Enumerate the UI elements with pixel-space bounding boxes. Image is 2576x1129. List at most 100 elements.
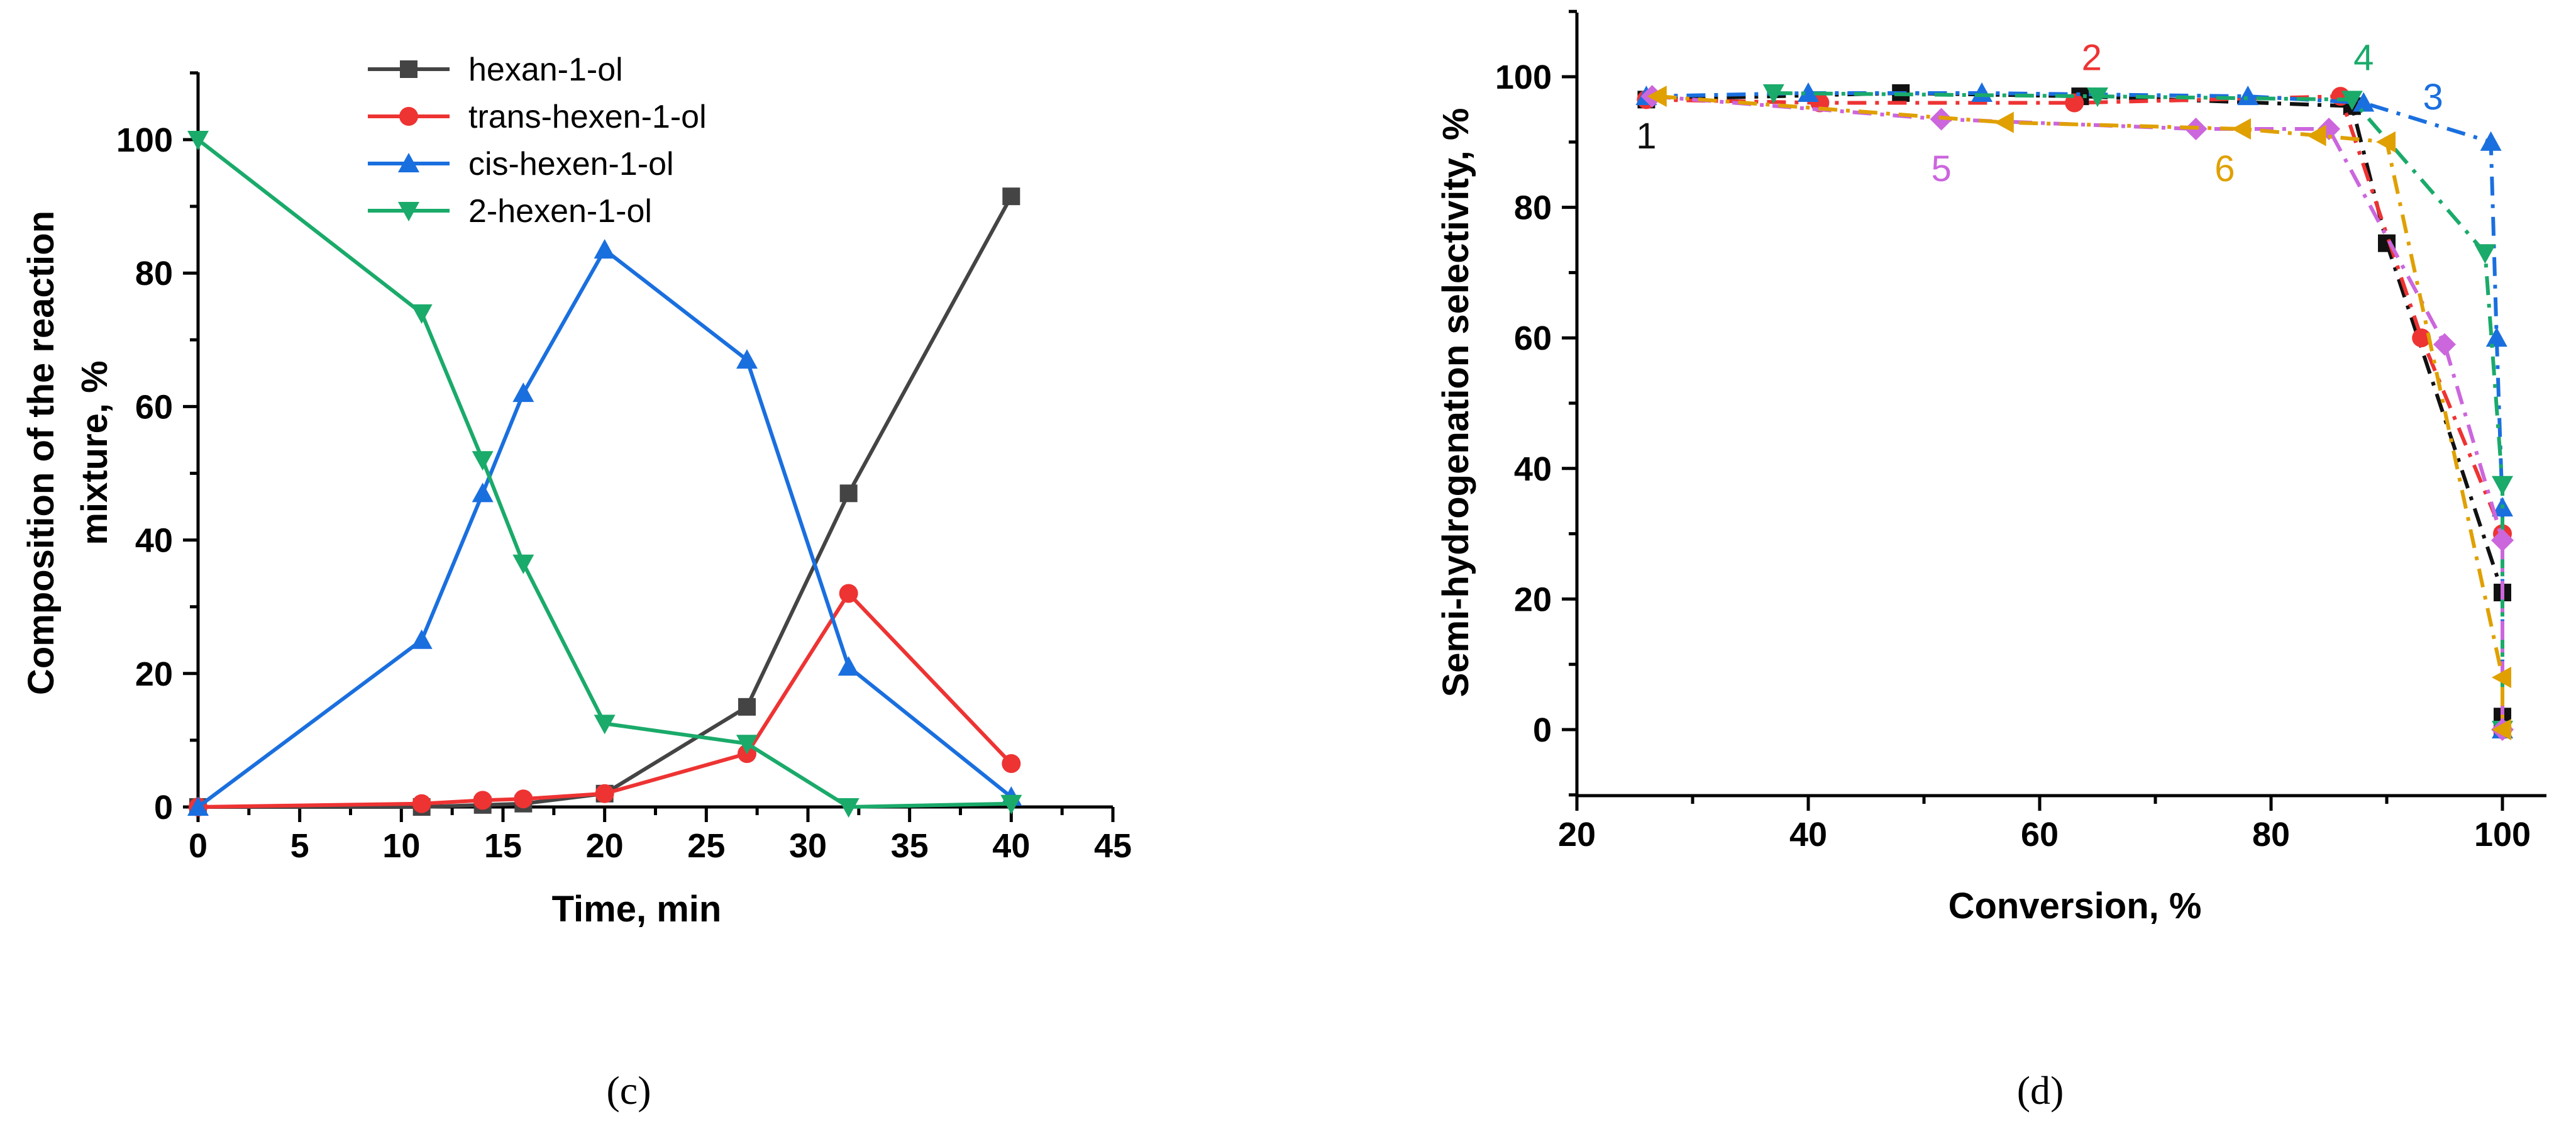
- y-tick-label: 40: [1514, 450, 1552, 488]
- legend-swatch-marker: [399, 107, 418, 126]
- series-line: [1773, 91, 2504, 730]
- x-tick-label: 15: [484, 827, 522, 865]
- x-tick-label: 40: [1789, 816, 1827, 854]
- y-tick-label: 100: [1495, 58, 1552, 96]
- data-point: [736, 349, 758, 369]
- y-tick-label: 20: [1514, 581, 1552, 618]
- data-point: [2306, 125, 2326, 147]
- data-point: [2492, 666, 2511, 688]
- x-tick-label: 60: [2021, 816, 2059, 854]
- data-point: [2492, 476, 2513, 496]
- data-point: [2492, 719, 2511, 740]
- data-point: [736, 735, 758, 755]
- curve-number-label: 1: [1636, 116, 1656, 157]
- legend: hexan-1-ol trans-hexen-1-ol cis-hexen-1-ol…: [368, 52, 707, 230]
- data-point: [839, 484, 858, 503]
- x-tick-label: 100: [2474, 816, 2531, 854]
- data-point: [839, 584, 858, 603]
- y-tick-label: 0: [154, 789, 173, 826]
- curve-number-label: 5: [1931, 148, 1951, 189]
- series-2: [1637, 87, 2512, 739]
- x-tick-label: 0: [189, 827, 207, 865]
- data-point: [411, 304, 433, 324]
- y-axis-title: Semi-hydrogenation selectivity, %: [1435, 108, 1476, 698]
- x-tick-label: 45: [1094, 827, 1132, 865]
- data-point: [473, 791, 492, 810]
- legend-swatch-marker: [400, 60, 417, 78]
- series-line: [1646, 91, 2504, 730]
- x-tick-label: 20: [1558, 816, 1596, 854]
- series-trans-hexen-1-ol: [189, 584, 1021, 816]
- data-point: [187, 796, 209, 816]
- data-point: [1798, 82, 1819, 102]
- data-point: [472, 451, 494, 471]
- data-point: [1002, 187, 1020, 206]
- panel-label-c: (c): [606, 1068, 651, 1113]
- y-axis-title-line1: Composition of the reaction: [21, 211, 62, 695]
- series-3: [1635, 82, 2513, 738]
- data-point: [2065, 93, 2084, 113]
- legend-item: trans-hexen-1-ol: [368, 99, 707, 135]
- data-point: [512, 554, 534, 574]
- data-point: [514, 789, 533, 809]
- data-point: [837, 656, 860, 676]
- curve-number-label: 2: [2082, 38, 2102, 79]
- series-line: [197, 248, 1013, 809]
- y-tick-label: 60: [135, 388, 173, 426]
- series-line: [1646, 91, 2504, 730]
- legend-swatch-marker: [398, 202, 419, 221]
- data-point: [1647, 86, 1667, 108]
- series-2-hexen-1-ol: [187, 131, 1022, 818]
- y-tick-label: 80: [135, 255, 173, 292]
- data-point: [411, 629, 433, 649]
- series-line: [1646, 94, 2504, 730]
- data-point: [2376, 131, 2396, 153]
- data-point: [2341, 91, 2363, 111]
- data-point: [2237, 86, 2259, 106]
- x-axis-title: Time, min: [552, 889, 722, 930]
- y-tick-label: 80: [1514, 189, 1552, 227]
- y-tick-label: 40: [135, 522, 173, 560]
- legend-item: cis-hexen-1-ol: [368, 146, 674, 182]
- y-axis-title-line2: mixture, %: [74, 360, 115, 545]
- series-1: [1637, 84, 2511, 738]
- series-line: [1657, 94, 2504, 730]
- x-tick-label: 25: [687, 827, 725, 865]
- x-axis-title: Conversion, %: [1949, 886, 2202, 926]
- data-point: [512, 382, 534, 403]
- x-tick-label: 30: [789, 827, 827, 865]
- data-point: [2433, 333, 2456, 356]
- x-tick-label: 35: [891, 827, 929, 865]
- curve-number-label: 6: [2214, 148, 2235, 189]
- legend-label: cis-hexen-1-ol: [468, 146, 674, 182]
- series-4: [1762, 84, 2513, 740]
- x-tick-label: 5: [290, 827, 309, 865]
- data-point: [2231, 118, 2251, 140]
- x-tick-label: 40: [992, 827, 1030, 865]
- data-point: [2474, 244, 2496, 264]
- data-point: [595, 784, 614, 803]
- data-point: [412, 794, 431, 813]
- data-point: [2480, 131, 2502, 151]
- y-tick-label: 20: [135, 655, 173, 693]
- data-point: [738, 698, 756, 716]
- y-tick-label: 100: [116, 121, 173, 159]
- x-tick-label: 80: [2252, 816, 2290, 854]
- data-point: [2485, 327, 2507, 347]
- data-point: [1762, 84, 1784, 104]
- series-5: [1640, 85, 2514, 741]
- legend-label: trans-hexen-1-ol: [468, 99, 707, 135]
- legend-item: 2-hexen-1-ol: [368, 193, 652, 230]
- chart-c-composition-vs-time: 0 5 10 15 20 25 30 35 40 45 0 20 40 60 80 100 Time, min C…: [21, 52, 1132, 1113]
- data-point: [2087, 87, 2108, 108]
- y-tick-label: 60: [1514, 320, 1552, 357]
- panel-label-d: (d): [2017, 1068, 2064, 1113]
- legend-swatch-marker: [398, 153, 419, 172]
- legend-label: hexan-1-ol: [468, 52, 623, 88]
- data-point: [187, 131, 209, 150]
- x-tick-label: 20: [586, 827, 624, 865]
- data-point: [472, 482, 494, 503]
- data-point: [1002, 754, 1021, 774]
- data-point: [837, 798, 860, 818]
